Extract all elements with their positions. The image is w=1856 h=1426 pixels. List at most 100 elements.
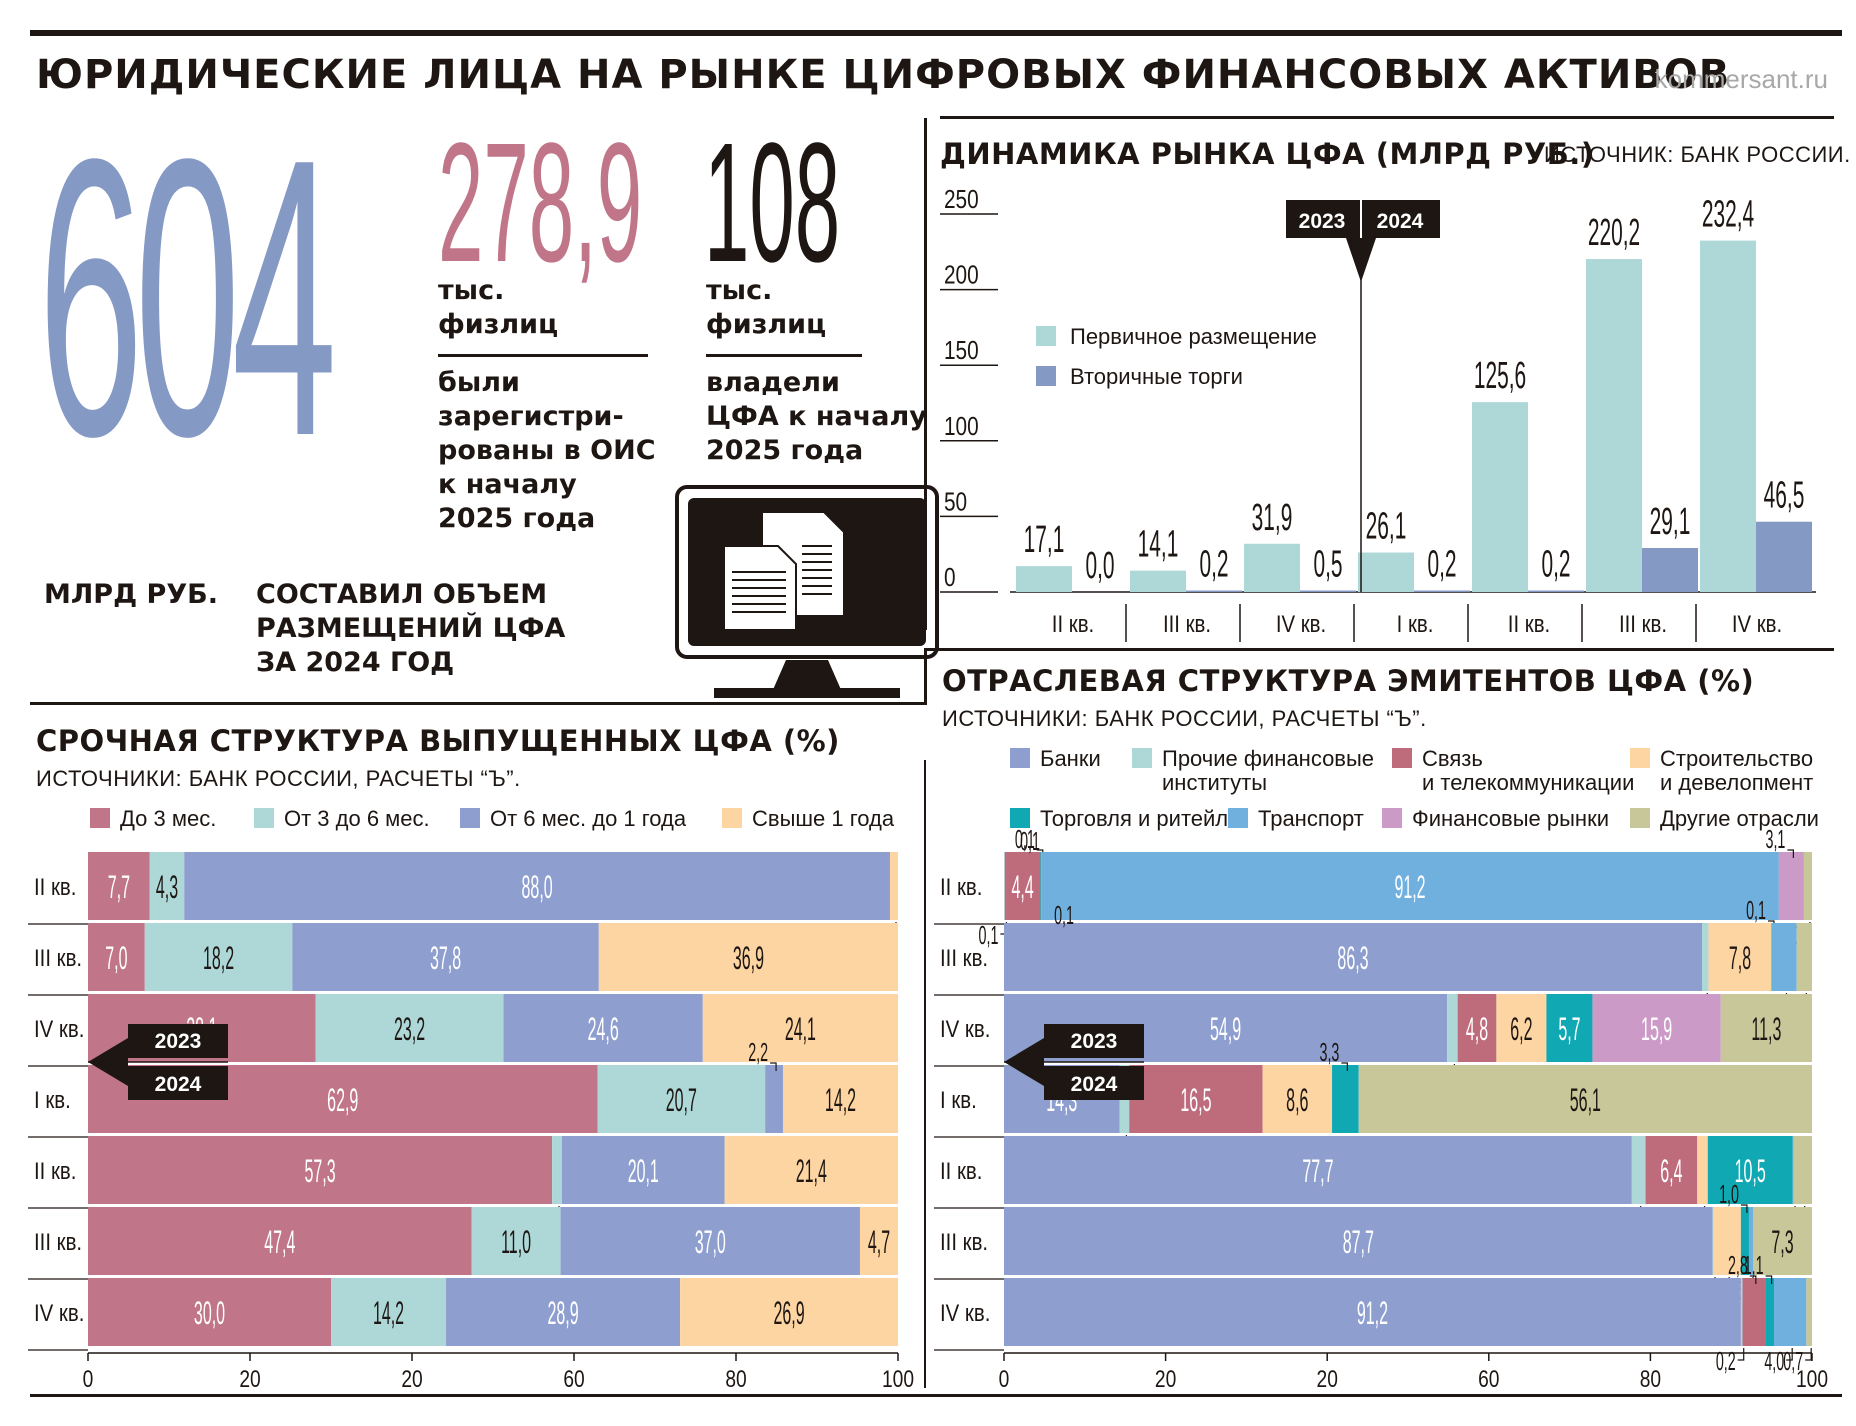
industry-year-2024: 2024 — [1071, 1073, 1118, 1096]
industry-bar-segment — [1645, 1136, 1698, 1204]
industry-bar-segment — [1702, 923, 1709, 991]
term-bar-label: 37,0 — [695, 1225, 726, 1260]
term-chart-title: СРОЧНАЯ СТРУКТУРА ВЫПУЩЕННЫХ ЦФА (%) — [36, 724, 840, 758]
industry-chart-source: ИСТОЧНИКИ: БАНК РОССИИ, РАСЧЕТЫ “Ъ”. — [942, 706, 1427, 731]
industry-bar-label: 10,5 — [1735, 1154, 1766, 1189]
term-bar-label: 20,1 — [628, 1154, 659, 1189]
term-bar-label: 88,0 — [522, 870, 553, 905]
market-bar-label: 0,2 — [1427, 543, 1456, 585]
term-bar-segment — [598, 923, 898, 991]
industry-y-tick-label: III кв. — [940, 944, 988, 971]
market-x-tick-label: III кв. — [1619, 610, 1667, 637]
industry-bar-segment — [1742, 1278, 1766, 1346]
industry-small-label: 0,1 — [979, 922, 999, 951]
industry-bar-segment — [1753, 1207, 1812, 1275]
stat-604-value: 604 — [38, 76, 337, 518]
divider-vertical-bottom — [924, 760, 926, 1388]
term-bar-segment — [88, 1278, 331, 1346]
market-bar-label: 29,1 — [1650, 501, 1691, 543]
market-bar-label: 46,5 — [1764, 474, 1805, 516]
stat-108-caption: владели ЦФА к началу 2025 года — [706, 367, 927, 466]
site-name: kommersant.ru — [1654, 64, 1828, 94]
market-x-tick-label: IV кв. — [1732, 610, 1782, 637]
industry-bar-label: 4,8 — [1466, 1012, 1488, 1047]
industry-small-label: 3,3 — [1320, 1039, 1340, 1068]
industry-small-label: 1,0 — [1719, 1181, 1739, 1210]
industry-bar-label: 77,7 — [1302, 1154, 1333, 1189]
industry-bar-label: 54,9 — [1210, 1012, 1241, 1047]
term-small-label-leader — [770, 1062, 777, 1071]
industry-bar-segment — [1358, 1065, 1812, 1133]
market-chart-title: ДИНАМИКА РЫНКА ЦФА (МЛРД РУБ.) — [940, 137, 1595, 171]
market-legend-swatch — [1036, 366, 1056, 386]
industry-bar-segment — [1004, 1207, 1713, 1275]
term-bar-segment — [680, 1278, 898, 1346]
term-bar-label: 47,4 — [264, 1225, 295, 1260]
market-bar-label: 26,1 — [1366, 505, 1407, 547]
bottom-rule — [30, 1394, 1842, 1397]
industry-bar-segment — [1447, 994, 1458, 1062]
term-x-tick-label: 100 — [882, 1365, 914, 1393]
market-bar-label: 125,6 — [1474, 355, 1526, 397]
industry-bar-segment — [1592, 994, 1721, 1062]
industry-bar-segment — [1262, 1065, 1333, 1133]
industry-bar-segment — [1793, 1136, 1812, 1204]
industry-small-label: 0,1 — [1746, 897, 1766, 926]
market-legend-label: Вторичные торги — [1070, 364, 1243, 389]
industry-legend-swatch — [1228, 808, 1248, 828]
term-bar-label: 24,1 — [785, 1012, 816, 1047]
stat-108-unit: тыс. физлиц — [706, 275, 827, 340]
industry-legend-label: Прочие финансовые — [1162, 746, 1374, 771]
industry-bar-segment — [1041, 852, 1779, 920]
divider-market-top — [940, 116, 1834, 119]
term-bar-segment — [184, 852, 890, 920]
term-bar-segment — [331, 1278, 447, 1346]
industry-legend-swatch — [1382, 808, 1402, 828]
market-bar-label: 232,4 — [1702, 193, 1754, 235]
industry-bar-segment — [1457, 994, 1497, 1062]
term-bar-label: 7,0 — [105, 941, 127, 976]
market-y-tick-label: 250 — [944, 185, 979, 214]
term-y-tick-label: II кв. — [34, 1157, 76, 1184]
market-bar — [1472, 402, 1528, 592]
market-year-2023: 2023 — [1299, 210, 1346, 233]
industry-chart-title: ОТРАСЛЕВАЯ СТРУКТУРА ЭМИТЕНТОВ ЦФА (%) — [942, 664, 1755, 698]
term-x-tick-label: 20 — [401, 1365, 422, 1393]
term-bar-label: 26,9 — [773, 1296, 804, 1331]
industry-x-tick-label: 60 — [1478, 1365, 1499, 1393]
market-year-pointer — [1346, 238, 1376, 282]
market-bar-label: 0,2 — [1541, 543, 1570, 585]
industry-bar-segment — [1004, 1136, 1632, 1204]
industry-bar-label: 11,3 — [1751, 1012, 1781, 1047]
industry-legend-swatch — [1010, 808, 1030, 828]
term-bar-segment — [782, 1065, 898, 1133]
industry-small-label: 0,7 — [1783, 1348, 1803, 1377]
industry-bar-segment — [1772, 923, 1797, 991]
term-year-box-2023 — [128, 1024, 228, 1058]
industry-bar-segment — [1129, 1065, 1263, 1133]
industry-small-label-leader — [1787, 849, 1794, 858]
industry-bar-label: 7,8 — [1729, 941, 1751, 976]
market-bar — [1300, 590, 1356, 592]
market-bar-label: 14,1 — [1138, 523, 1179, 565]
term-bar-label: 37,8 — [430, 941, 461, 976]
industry-bar-segment — [1332, 1065, 1359, 1133]
market-bar-label: 31,9 — [1252, 496, 1293, 538]
industry-bar-segment — [1004, 852, 1041, 920]
industry-bar-segment — [1004, 923, 1703, 991]
industry-y-tick-label: IV кв. — [940, 1015, 990, 1042]
industry-bar-label: 86,3 — [1337, 941, 1368, 976]
term-bar-label: 57,3 — [305, 1154, 336, 1189]
term-bar-label: 28,9 — [548, 1296, 579, 1331]
term-bar-segment — [88, 923, 145, 991]
market-dynamics-chart: 250 200 150 100 50 0 17,1 0,0 II кв. 14,1 0,2 III к… — [940, 185, 1816, 642]
industry-year-box-2023 — [1044, 1024, 1144, 1058]
divider-corner-v — [924, 648, 927, 702]
industry-bar-segment — [1631, 1136, 1646, 1204]
industry-x-tick-label: 20 — [1155, 1365, 1176, 1393]
industry-small-label-leader — [1805, 1348, 1812, 1361]
industry-bar-segment — [1720, 994, 1812, 1062]
divider-market-bottom — [924, 648, 1834, 651]
term-bar-label: 14,2 — [825, 1083, 856, 1118]
